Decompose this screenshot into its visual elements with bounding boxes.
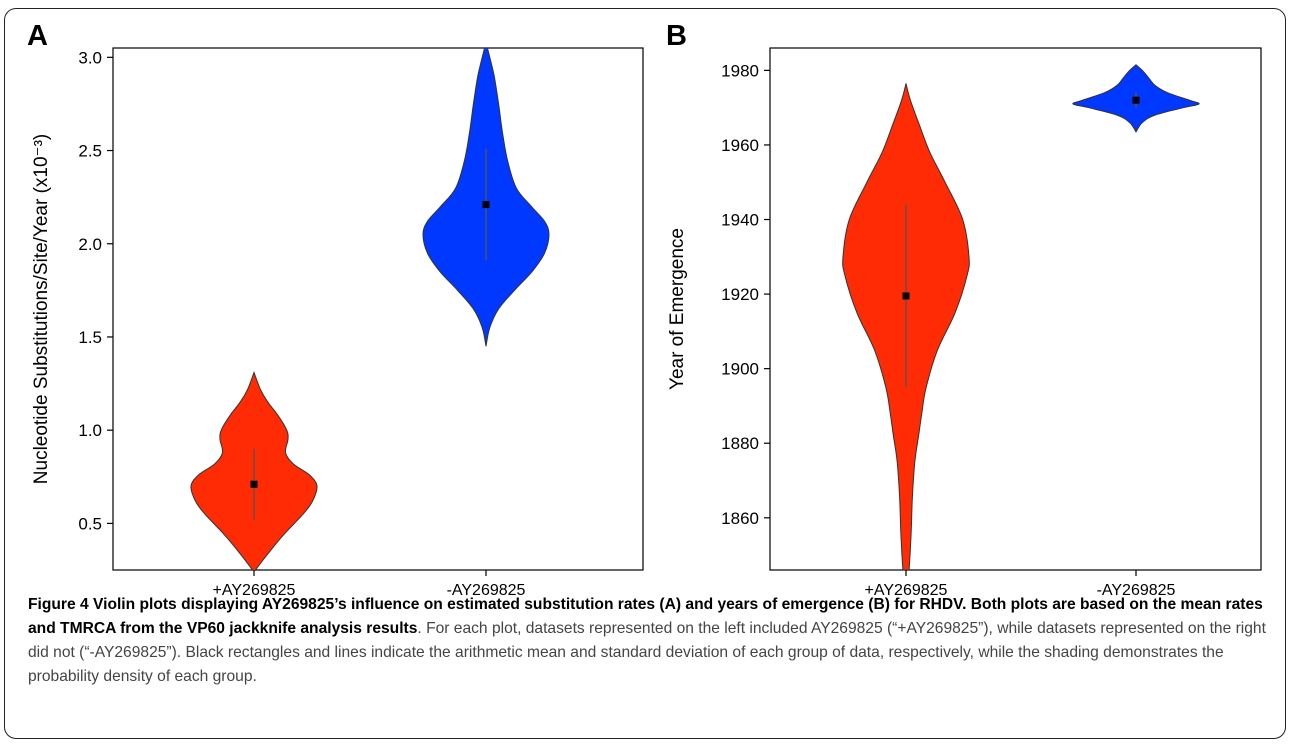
x-tick-label-b-1: -AY269825 — [1097, 582, 1176, 599]
y-tick-label-a-0: 0.5 — [78, 514, 102, 533]
panel-a-chart: 0.5 1.0 1.5 2.0 2.5 3.0 +AY269825 -AY269825 Nucl… — [31, 47, 644, 599]
x-tick-label-a-1: -AY269825 — [447, 582, 526, 599]
y-tick-label-b-2: 1900 — [721, 360, 759, 379]
figure-caption: Figure 4 Violin plots displaying AY26982… — [28, 593, 1268, 689]
caption-text: . For each plot, datasets represented on… — [28, 620, 1266, 685]
y-tick-label-a-2: 1.5 — [78, 328, 102, 347]
plot-area-b — [769, 47, 1262, 571]
violins-a — [190, 48, 550, 570]
mean-marker-a-without — [482, 201, 490, 209]
y-tick-label-b-1: 1880 — [721, 434, 759, 453]
mean-marker-b-with — [902, 292, 910, 300]
y-tick-label-a-3: 2.0 — [78, 235, 102, 254]
y-tick-label-b-6: 1980 — [721, 61, 759, 80]
panel-b-chart: 1860 1880 1900 1920 1940 1960 1980 +AY269825 -AY… — [667, 47, 1262, 599]
caption-title: Figure 4 Violin plots displaying AY26982… — [28, 596, 1263, 637]
panel-label-b: B — [666, 20, 687, 52]
x-tick-label-a-0: +AY269825 — [213, 582, 296, 599]
y-tick-label-b-3: 1920 — [721, 285, 759, 304]
violins-b — [842, 64, 1200, 570]
figure-frame — [4, 8, 1286, 739]
y-tick-label-a-4: 2.5 — [78, 142, 102, 161]
y-tick-label-b-4: 1940 — [721, 211, 759, 230]
y-axis-label-a: Nucleotide Substitutions/Site/Year (x10⁻… — [31, 134, 52, 484]
mean-marker-a-with — [250, 480, 258, 488]
plot-area-a — [112, 47, 644, 571]
y-tick-label-b-0: 1860 — [721, 509, 759, 528]
y-axis-label-b: Year of Emergence — [667, 228, 688, 390]
y-tick-label-a-5: 3.0 — [78, 48, 102, 67]
y-tick-label-b-5: 1960 — [721, 136, 759, 155]
x-tick-label-b-0: +AY269825 — [865, 582, 948, 599]
panel-label-a: A — [27, 20, 48, 52]
y-tick-label-a-1: 1.0 — [78, 421, 102, 440]
violin-charts: 0.5 1.0 1.5 2.0 2.5 3.0 +AY269825 -AY269825 Nucl… — [31, 47, 1262, 599]
mean-marker-b-without — [1132, 96, 1140, 104]
